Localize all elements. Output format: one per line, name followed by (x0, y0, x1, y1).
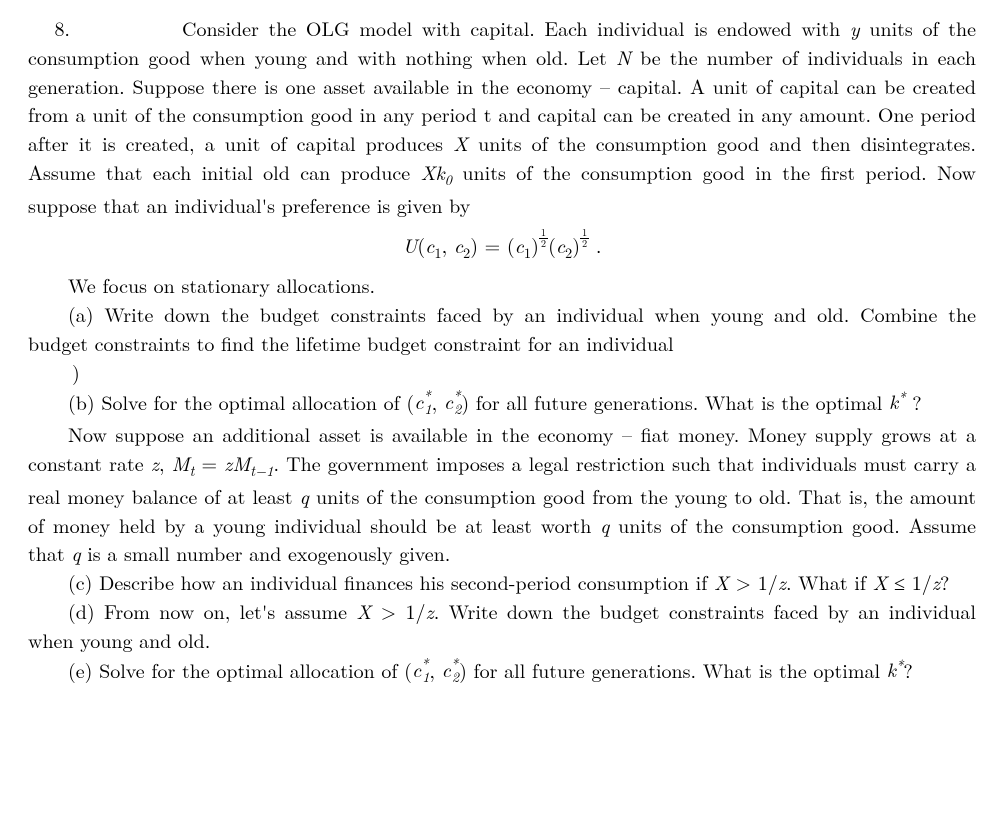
intro-paragraph: 8. Consider the OLG model with capital. E… (28, 14, 976, 220)
eq-c1: c (425, 230, 434, 259)
eq-comma: , (442, 230, 454, 259)
money-paragraph: Now suppose an additional asset is avail… (28, 420, 976, 568)
part-e-lead: (e) Solve for the optimal allocation of … (68, 654, 412, 683)
var-q3: q (71, 538, 80, 567)
k-star-e: k* (887, 654, 904, 683)
eq-close-eq: ) = ( (470, 230, 514, 259)
dangling-paren: ) (28, 358, 976, 387)
part-b: (b) Solve for the optimal allocation of … (28, 387, 976, 421)
exp-half-2: 12 (580, 228, 589, 250)
money-e: is a small number and exogenously given. (81, 538, 451, 567)
with-word: with (801, 13, 840, 42)
var-N: N (616, 42, 631, 71)
eq-open2: ( (548, 230, 556, 259)
part-d: (d) From now on, let's assume X > 1/z. W… (28, 597, 976, 655)
eq-c1b: c (515, 230, 524, 259)
Xgt2: X (356, 596, 371, 625)
comma: , (432, 386, 444, 415)
utility-equation: U(c1, c2) = (c1)12(c2)12 . (28, 228, 976, 264)
var-z3: z (932, 567, 940, 596)
focus-line: We focus on stationary allocations. (28, 271, 976, 300)
problem-number: 8. (28, 14, 70, 43)
eq-U: U (403, 230, 418, 259)
c2-star-e: c*2 (442, 654, 459, 683)
eq-c2: c (454, 230, 463, 259)
eq-sub1b: 1 (524, 243, 531, 263)
gt: > 1/ (729, 567, 778, 596)
intro-lead: Consider the OLG model with capital. Eac… (182, 13, 792, 42)
qmark: ? (906, 386, 922, 415)
part-e-tail: ) for all future generations. What is th… (459, 654, 887, 683)
exp-half-1: 12 (539, 228, 548, 250)
zMtm1: zMt−1 (224, 448, 273, 477)
part-c-c: ? (940, 567, 949, 596)
part-c: (c) Describe how an individual finances … (28, 568, 976, 597)
part-a: (a) Write down the budget constraints fa… (28, 300, 976, 358)
gt2: > 1/ (371, 596, 425, 625)
part-b-lead: (b) Solve for the optimal allocation of … (68, 386, 414, 415)
eq-sub1: 1 (434, 243, 441, 263)
part-c-a: (c) Describe how an individual finances … (68, 567, 714, 596)
var-Xk0: Xk0 (421, 157, 452, 186)
var-z2: z (778, 567, 786, 596)
eq-open: ( (417, 230, 425, 259)
var-z: z (151, 448, 159, 477)
Xle: X (873, 567, 888, 596)
eq-eq: = (194, 448, 224, 477)
Mt: Mt (172, 448, 195, 477)
var-q: q (300, 481, 309, 510)
eq-mid: ) (531, 230, 539, 259)
qmark-e: ? (903, 654, 912, 683)
var-X: X (453, 128, 468, 157)
money-comma: , (159, 448, 172, 477)
part-b-tail: ) for all future generations. What is th… (461, 386, 889, 415)
eq-period: . (589, 230, 601, 259)
var-y: y (850, 13, 860, 42)
eq-end: ) (572, 230, 580, 259)
c2-star: c*2 (444, 386, 461, 415)
part-d-a: (d) From now on, let's assume (68, 596, 356, 625)
c1-star: c*1 (414, 386, 431, 415)
part-c-b: . What if (786, 567, 873, 596)
var-q2: q (600, 510, 609, 539)
comma-e: , (429, 654, 441, 683)
c1-star-e: c*1 (412, 654, 429, 683)
Xgt: X (714, 567, 729, 596)
k-star: k* (889, 386, 906, 415)
problem-page: 8. Consider the OLG model with capital. E… (0, 0, 1004, 822)
eq-c2b: c (556, 230, 565, 259)
var-z4: z (426, 596, 434, 625)
part-e: (e) Solve for the optimal allocation of … (28, 655, 976, 689)
le: ≤ 1/ (888, 567, 932, 596)
